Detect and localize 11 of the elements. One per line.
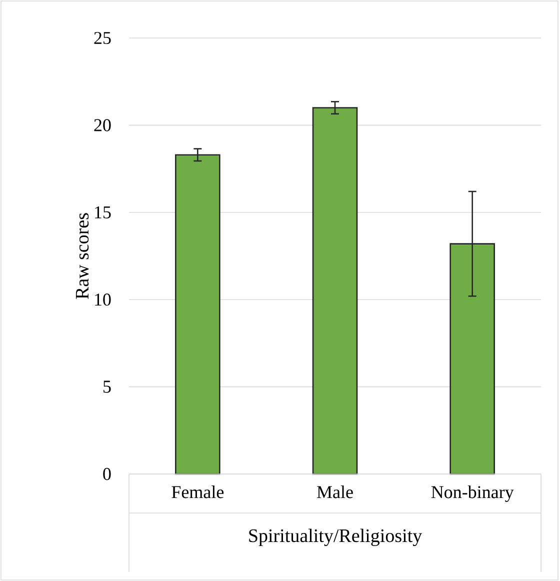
y-tick-label: 25 bbox=[94, 32, 111, 44]
y-tick-label: 15 bbox=[95, 206, 111, 218]
x-tick-label: Male bbox=[317, 486, 353, 498]
y-tick-label: 0 bbox=[103, 468, 111, 480]
y-tick-label: 5 bbox=[104, 380, 111, 393]
x-axis-title: Spirituality/Religiosity bbox=[249, 528, 422, 546]
x-tick-label: Female bbox=[172, 486, 224, 498]
y-tick-label: 20 bbox=[94, 119, 111, 132]
y-axis-title: Raw scores bbox=[76, 213, 89, 299]
y-tick-label: 10 bbox=[95, 294, 111, 306]
x-tick-label: Non-binary bbox=[431, 486, 514, 502]
